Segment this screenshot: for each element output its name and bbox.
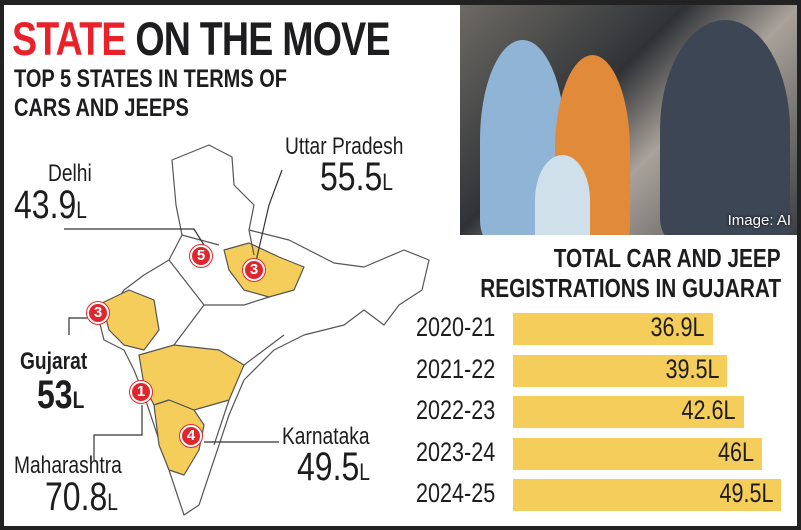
chart-title-line2: REGISTRATIONS IN GUJARAT <box>480 273 781 303</box>
rank-marker-maharashtra: 1 <box>130 381 152 403</box>
photo-car-showroom: Image: AI <box>460 5 797 235</box>
bar-value-label: 49.5L <box>719 478 774 508</box>
bar <box>513 479 782 511</box>
label-uttar-pradesh: Uttar Pradesh <box>285 133 404 160</box>
bar <box>513 313 713 345</box>
rank-marker-karnataka: 4 <box>180 425 202 447</box>
title-rest: ON THE MOVE <box>125 12 390 65</box>
page-title: STATE ON THE MOVE <box>12 11 391 66</box>
title-highlight: STATE <box>12 12 126 65</box>
category-label: 2023-24 <box>416 436 496 467</box>
rank-marker-gujarat: 3 <box>87 302 109 324</box>
label-gujarat: Gujarat <box>20 348 88 375</box>
bar-value-label: 42.6L <box>681 395 736 425</box>
state-karnataka <box>153 399 205 476</box>
value-delhi: 43.9L <box>14 183 87 227</box>
rank-marker-up: 3 <box>243 259 265 281</box>
label-delhi: Delhi <box>48 160 92 187</box>
subtitle-line1: TOP 5 STATES IN TERMS OF <box>14 65 287 93</box>
leader-delhi <box>64 228 205 246</box>
infographic: STATE ON THE MOVE TOP 5 STATES IN TERMS … <box>4 5 797 526</box>
category-label: 2020-21 <box>416 312 496 342</box>
subtitle-line2: CARS AND JEEPS <box>14 94 189 122</box>
bar <box>513 354 728 387</box>
bar-value-label: 36.9L <box>650 312 705 342</box>
bar-value-label: 46L <box>718 436 755 467</box>
state-gujarat <box>101 289 160 351</box>
label-karnataka: Karnataka <box>282 423 370 450</box>
india-map <box>64 144 430 516</box>
value-karnataka: 49.5L <box>297 445 370 489</box>
bar <box>513 437 763 470</box>
bar <box>513 396 744 428</box>
category-label: 2024-25 <box>416 478 496 508</box>
leader-maharashtra <box>93 405 143 460</box>
leader-gujarat <box>68 317 92 335</box>
category-label: 2021-22 <box>416 353 496 384</box>
chart-title-line1: TOTAL CAR AND JEEP <box>554 243 781 273</box>
label-maharashtra: Maharashtra <box>14 452 122 479</box>
bar-value-label: 39.5L <box>665 353 720 384</box>
value-maharashtra: 70.8L <box>45 475 118 519</box>
photo-credit: Image: AI <box>727 212 791 229</box>
rank-marker-delhi: 5 <box>190 245 212 267</box>
leader-up <box>253 169 283 271</box>
value-gujarat: 53L <box>37 373 85 417</box>
category-label: 2022-23 <box>416 395 496 425</box>
value-uttar-pradesh: 55.5L <box>320 155 393 199</box>
